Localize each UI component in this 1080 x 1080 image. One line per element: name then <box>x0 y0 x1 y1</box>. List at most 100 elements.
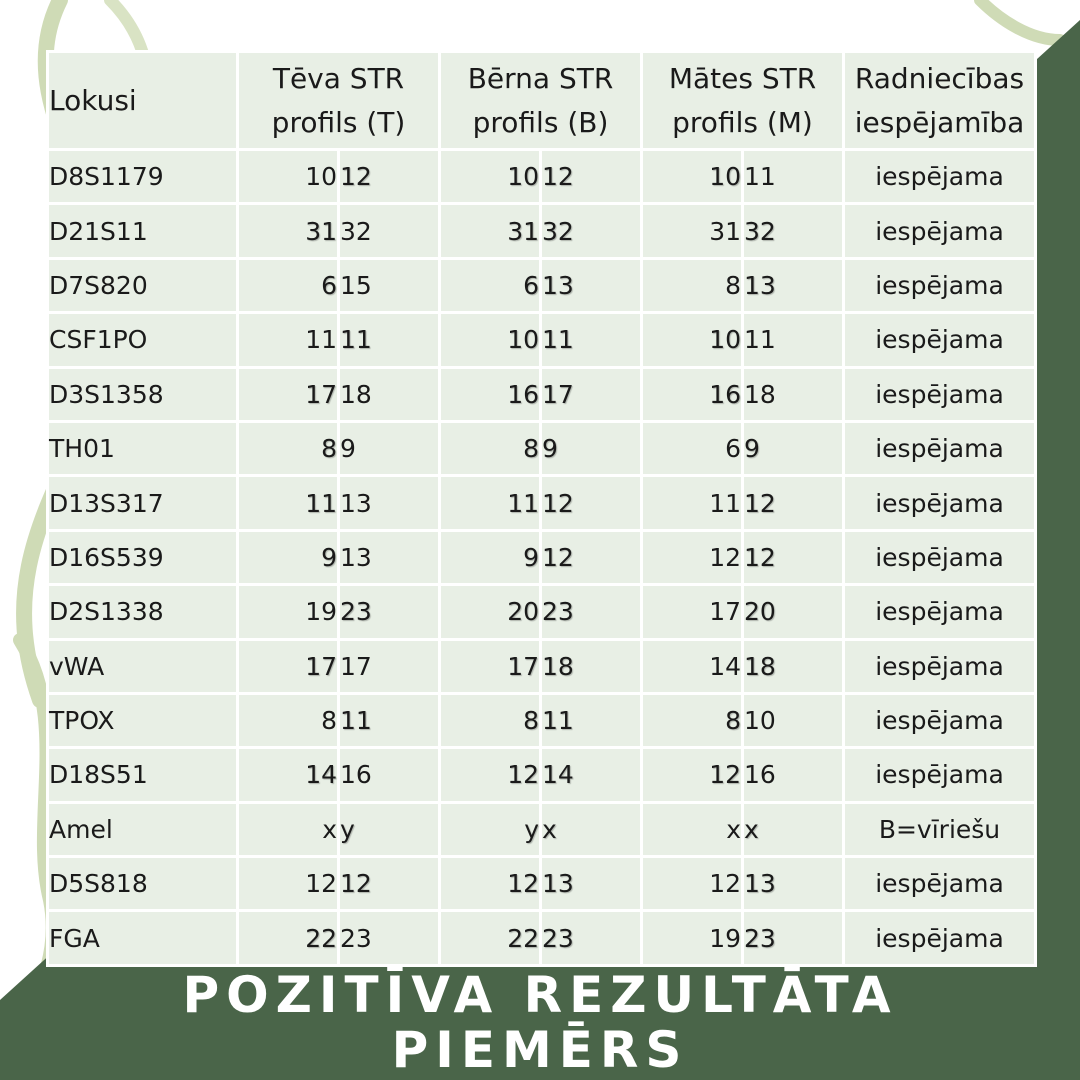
locus-name: D13S317 <box>46 474 239 532</box>
relationship-result: iespējama <box>842 419 1037 478</box>
mother-allele-1: x <box>640 800 744 859</box>
relationship-result: iespējama <box>842 909 1037 967</box>
relationship-result: B=vīriešu <box>842 800 1037 859</box>
table-row: FGA 22 23 22 23 19 23 iespējama <box>46 909 1037 967</box>
mother-allele-2: 12 <box>741 474 845 532</box>
mother-allele-1: 17 <box>640 583 744 641</box>
header-relationship-line2: iespējamība <box>854 105 1025 139</box>
mother-allele-2: 11 <box>741 311 845 369</box>
child-allele-1: 8 <box>438 691 542 750</box>
mother-allele-1: 19 <box>640 909 744 967</box>
header-father-line2: profils (T) <box>271 105 406 139</box>
child-allele-2: 17 <box>539 365 643 423</box>
mother-allele-1: 6 <box>640 419 744 478</box>
mother-allele-1: 10 <box>640 311 744 369</box>
mother-allele-1: 14 <box>640 637 744 695</box>
mother-allele-2: 13 <box>741 256 845 315</box>
child-allele-1: 22 <box>438 909 542 967</box>
father-allele-1: 8 <box>236 419 340 478</box>
locus-name: Amel <box>46 800 239 859</box>
father-allele-2: 12 <box>337 147 441 206</box>
mother-allele-1: 10 <box>640 147 744 206</box>
table-row: D8S1179 10 12 10 12 10 11 iespējama <box>46 147 1037 206</box>
mother-allele-2: 18 <box>741 365 845 423</box>
mother-allele-2: 20 <box>741 583 845 641</box>
child-allele-1: 17 <box>438 637 542 695</box>
table-row: vWA 17 17 17 18 14 18 iespējama <box>46 637 1037 695</box>
locus-name: TPOX <box>46 691 239 750</box>
table-row: TPOX 8 11 8 11 8 10 iespējama <box>46 691 1037 750</box>
mother-allele-1: 31 <box>640 202 744 260</box>
mother-allele-2: 23 <box>741 909 845 967</box>
header-father-line1: Tēva STR <box>272 61 405 95</box>
mother-allele-2: 10 <box>741 691 845 750</box>
father-allele-2: 23 <box>337 909 441 967</box>
father-allele-1: 8 <box>236 691 340 750</box>
child-allele-1: 8 <box>438 419 542 478</box>
header-relationship-line1: Radniecības <box>854 61 1025 95</box>
table-row: D21S11 31 32 31 32 31 32 iespējama <box>46 202 1037 260</box>
table-row: TH01 8 9 8 9 6 9 iespējama <box>46 419 1037 478</box>
relationship-result: iespējama <box>842 202 1037 260</box>
father-allele-2: y <box>337 800 441 859</box>
relationship-result: iespējama <box>842 637 1037 695</box>
header-father-profile: Tēva STR profils (T) <box>236 50 441 151</box>
locus-name: D21S11 <box>46 202 239 260</box>
footer-title-line2: PIEMĒRS <box>391 1021 689 1079</box>
father-allele-1: 17 <box>236 637 340 695</box>
father-allele-2: 16 <box>337 746 441 804</box>
locus-name: D2S1338 <box>46 583 239 641</box>
table-row: Amel x y y x x x B=vīriešu <box>46 800 1037 859</box>
father-allele-2: 9 <box>337 419 441 478</box>
header-child-profile: Bērna STR profils (B) <box>438 50 643 151</box>
child-allele-1: 11 <box>438 474 542 532</box>
table-row: D13S317 11 13 11 12 11 12 iespējama <box>46 474 1037 532</box>
mother-allele-2: 12 <box>741 528 845 587</box>
child-allele-2: 11 <box>539 311 643 369</box>
father-allele-2: 18 <box>337 365 441 423</box>
child-allele-1: 12 <box>438 855 542 913</box>
mother-allele-1: 8 <box>640 256 744 315</box>
header-relationship: Radniecības iespējamība <box>842 50 1037 151</box>
child-allele-2: 13 <box>539 855 643 913</box>
father-allele-1: 12 <box>236 855 340 913</box>
father-allele-2: 15 <box>337 256 441 315</box>
father-allele-1: 31 <box>236 202 340 260</box>
mother-allele-1: 12 <box>640 746 744 804</box>
father-allele-1: 19 <box>236 583 340 641</box>
father-allele-2: 11 <box>337 311 441 369</box>
mother-allele-1: 12 <box>640 528 744 587</box>
father-allele-2: 23 <box>337 583 441 641</box>
mother-allele-2: 9 <box>741 419 845 478</box>
relationship-result: iespējama <box>842 474 1037 532</box>
father-allele-1: 10 <box>236 147 340 206</box>
locus-name: D8S1179 <box>46 147 239 206</box>
mother-allele-2: 32 <box>741 202 845 260</box>
father-allele-1: 9 <box>236 528 340 587</box>
locus-name: CSF1PO <box>46 311 239 369</box>
child-allele-2: 11 <box>539 691 643 750</box>
father-allele-2: 32 <box>337 202 441 260</box>
footer-title: POZITĪVA REZULTĀTA PIEMĒRS <box>0 968 1080 1078</box>
father-allele-1: 6 <box>236 256 340 315</box>
child-allele-2: 14 <box>539 746 643 804</box>
table-row: D2S1338 19 23 20 23 17 20 iespējama <box>46 583 1037 641</box>
table-row: D7S820 6 15 6 13 8 13 iespējama <box>46 256 1037 315</box>
relationship-result: iespējama <box>842 311 1037 369</box>
locus-name: D3S1358 <box>46 365 239 423</box>
relationship-result: iespējama <box>842 365 1037 423</box>
locus-name: vWA <box>46 637 239 695</box>
child-allele-1: 10 <box>438 311 542 369</box>
father-allele-2: 13 <box>337 528 441 587</box>
child-allele-1: 16 <box>438 365 542 423</box>
relationship-result: iespējama <box>842 256 1037 315</box>
relationship-result: iespējama <box>842 583 1037 641</box>
father-allele-1: 14 <box>236 746 340 804</box>
child-allele-1: 31 <box>438 202 542 260</box>
table-row: D16S539 9 13 9 12 12 12 iespējama <box>46 528 1037 587</box>
footer-title-line1: POZITĪVA REZULTĀTA <box>182 966 898 1024</box>
relationship-result: iespējama <box>842 691 1037 750</box>
header-loci: Lokusi <box>46 50 239 151</box>
locus-name: D16S539 <box>46 528 239 587</box>
mother-allele-1: 12 <box>640 855 744 913</box>
